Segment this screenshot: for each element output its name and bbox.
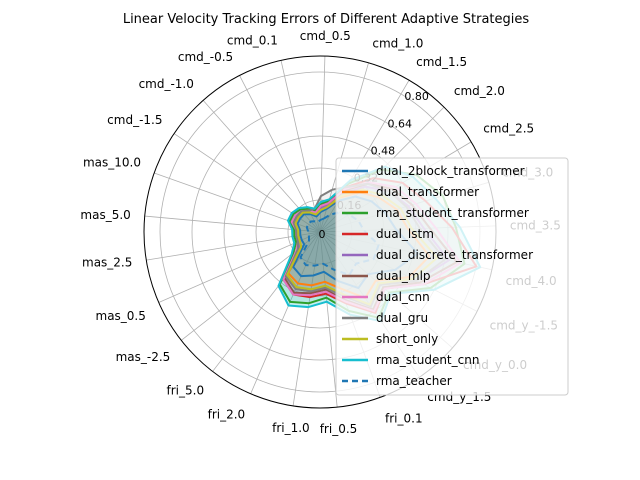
grid-spoke-9 <box>158 231 321 303</box>
radial-tick-2: 0.48 <box>371 144 396 157</box>
axis-label-4: cmd_-1.0 <box>139 77 194 91</box>
chart-title: Linear Velocity Tracking Errors of Diffe… <box>123 12 530 27</box>
grid-spoke-8 <box>146 231 321 261</box>
axis-label-2: cmd_0.1 <box>227 34 278 48</box>
grid-spoke-13 <box>292 231 321 406</box>
legend-label-short_only: short_only <box>376 332 438 346</box>
legend-label-rma_teacher: rma_teacher <box>376 374 452 388</box>
legend-label-dual_gru: dual_gru <box>376 311 428 325</box>
legend: dual_2block_transformer dual_transformerr… <box>335 157 569 396</box>
legend-label-dual_discrete_transformer: dual_discrete_transformer <box>376 248 533 262</box>
axis-label-7: mas_5.0 <box>80 208 130 222</box>
axis-label-8: mas_2.5 <box>82 255 132 269</box>
grid-spoke-7 <box>144 215 321 233</box>
radial-origin-label: 0 <box>319 228 326 241</box>
legend-label-dual_transformer: dual_transformer <box>376 185 479 199</box>
legend-label-rma_student_cnn: rma_student_cnn <box>376 353 479 367</box>
axis-label-5: cmd_-1.5 <box>107 113 162 127</box>
radial-tick-4: 0.80 <box>404 90 429 103</box>
legend-label-dual_2block_transformer: dual_2block_transformer <box>376 164 525 178</box>
axis-label-1: cmd_0.5 <box>300 29 351 43</box>
axis-label-14: fri_0.5 <box>320 422 358 436</box>
axis-label-23: cmd_2.0 <box>454 84 505 98</box>
axis-label-6: mas_10.0 <box>83 155 141 169</box>
axis-label-10: mas_-2.5 <box>116 350 171 364</box>
axis-label-24: cmd_1.5 <box>416 55 467 69</box>
axis-label-0: cmd_1.0 <box>372 36 423 50</box>
grid-spoke-2 <box>280 60 321 233</box>
legend-label-dual_mlp: dual_mlp <box>376 269 431 283</box>
axis-label-9: mas_0.5 <box>96 309 146 323</box>
grid-spoke-14 <box>319 231 338 408</box>
legend-label-rma_student_transformer: rma_student_transformer <box>376 206 529 220</box>
legend-box <box>335 157 569 396</box>
legend-label-dual_lstm: dual_lstm <box>376 227 434 241</box>
axis-label-12: fri_2.0 <box>208 408 246 422</box>
grid-spoke-24 <box>319 79 410 233</box>
radial-tick-3: 0.64 <box>388 117 413 130</box>
grid-spoke-3 <box>239 75 321 233</box>
axis-label-11: fri_5.0 <box>167 384 205 398</box>
axis-label-13: fri_1.0 <box>272 421 310 435</box>
legend-label-dual_cnn: dual_cnn <box>376 290 430 304</box>
axis-label-3: cmd_-0.5 <box>178 50 233 64</box>
axis-label-15: fri_0.1 <box>385 412 423 426</box>
axis-label-22: cmd_2.5 <box>483 122 534 136</box>
grid-spoke-12 <box>250 231 321 394</box>
